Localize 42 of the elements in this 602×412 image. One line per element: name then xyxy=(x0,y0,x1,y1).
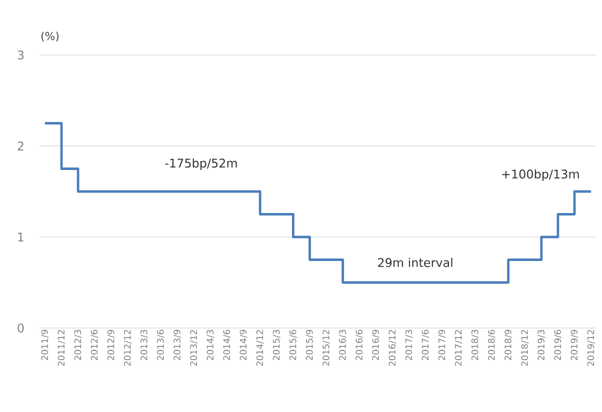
x-tick-label: 2014/9 xyxy=(240,330,248,360)
y-tick-label: 0 xyxy=(18,323,24,333)
x-tick-label: 2019/12 xyxy=(587,330,595,366)
x-tick-label: 2017/12 xyxy=(454,330,462,366)
x-tick-label: 2016/3 xyxy=(339,330,347,360)
x-tick-label: 2018/3 xyxy=(471,330,479,360)
x-tick-label: 2011/12 xyxy=(58,330,66,366)
annotation: -175bp/52m xyxy=(165,158,237,170)
x-tick-label: 2012/9 xyxy=(107,330,115,360)
x-tick-label: 2013/3 xyxy=(140,330,148,360)
annotation: +100bp/13m xyxy=(502,169,579,181)
x-tick-label: 2013/12 xyxy=(190,330,198,366)
x-tick-label: 2019/3 xyxy=(538,330,546,360)
x-tick-label: 2018/12 xyxy=(521,330,529,366)
x-tick-label: 2012/6 xyxy=(90,330,98,360)
x-tick-label: 2015/12 xyxy=(322,330,330,366)
x-tick-label: 2018/6 xyxy=(488,330,496,360)
x-tick-label: 2016/12 xyxy=(388,330,396,366)
y-tick-label: 2 xyxy=(18,142,24,150)
x-tick-label: 2014/3 xyxy=(206,330,214,360)
x-tick-label: 2013/6 xyxy=(157,330,165,360)
x-tick-label: 2018/9 xyxy=(504,330,512,360)
x-tick-label: 2019/6 xyxy=(554,330,562,360)
x-tick-label: 2013/9 xyxy=(174,330,182,360)
x-tick-label: 2012/12 xyxy=(124,330,132,366)
x-tick-label: 2015/3 xyxy=(272,330,280,360)
x-tick-label: 2017/9 xyxy=(438,330,446,360)
x-tick-label: 2015/6 xyxy=(289,330,297,360)
x-tick-label: 2014/6 xyxy=(223,330,231,360)
x-tick-label: 2016/6 xyxy=(356,330,364,360)
annotation: 29m interval xyxy=(378,258,452,268)
x-tick-label: 2011/9 xyxy=(41,330,49,360)
x-tick-label: 2019/9 xyxy=(570,330,578,360)
y-axis-title: (%) xyxy=(41,32,59,42)
x-tick-label: 2012/3 xyxy=(74,330,82,360)
x-tick-label: 2015/9 xyxy=(306,330,314,360)
y-tick-label: 3 xyxy=(18,50,24,60)
x-tick-label: 2016/9 xyxy=(372,330,380,360)
x-tick-label: 2017/3 xyxy=(405,330,413,360)
y-tick-label: 1 xyxy=(18,232,24,242)
x-tick-label: 2017/6 xyxy=(422,330,430,360)
x-tick-label: 2014/12 xyxy=(256,330,264,366)
